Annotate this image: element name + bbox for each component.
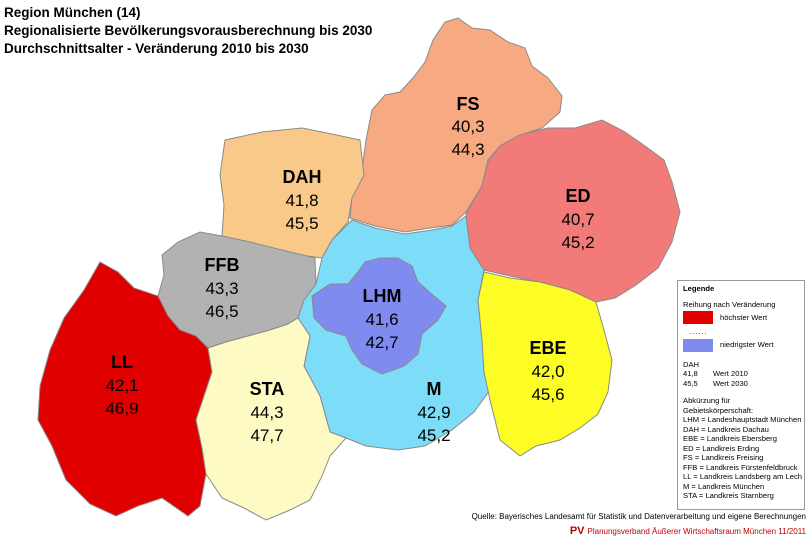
label-2030: 45,6 bbox=[531, 385, 564, 404]
legend-lowest-label: niedrigster Wert bbox=[720, 340, 774, 350]
legend-abbr-item: DAH = Landkreis Dachau bbox=[683, 424, 769, 434]
label-sta: STA 44,3 47,7 bbox=[250, 379, 285, 445]
legend-highest-label: höchster Wert bbox=[720, 312, 768, 322]
legend-example-2030-label: Wert 2030 bbox=[713, 378, 748, 388]
label-code: FS bbox=[456, 94, 479, 114]
label-fs: FS 40,3 44,3 bbox=[451, 94, 484, 159]
legend-abbr-item: M = Landkreis München bbox=[683, 481, 765, 491]
label-2030: 42,7 bbox=[365, 333, 398, 352]
legend-abbr-item: FFB = Landkreis Fürstenfeldbruck bbox=[683, 462, 798, 472]
legend-highest-swatch bbox=[683, 311, 713, 324]
label-ebe: EBE 42,0 45,6 bbox=[529, 338, 566, 404]
legend-abbr-item: STA = Landkreis Starnberg bbox=[683, 491, 774, 500]
label-2010: 42,1 bbox=[105, 376, 138, 395]
label-code: LL bbox=[111, 352, 133, 372]
label-code: FFB bbox=[205, 255, 240, 275]
pv-logo: PV bbox=[569, 525, 585, 537]
legend-example-2010-label: Wert 2010 bbox=[713, 369, 748, 378]
label-2010: 44,3 bbox=[250, 403, 283, 422]
label-2030: 44,3 bbox=[451, 140, 484, 159]
legend-lowest-row: niedrigster Wert bbox=[683, 338, 799, 352]
label-2010: 41,6 bbox=[365, 310, 398, 329]
label-2030: 45,2 bbox=[417, 426, 450, 445]
legend-example-2010-value: 41,8 bbox=[683, 369, 698, 378]
label-ll: LL 42,1 46,9 bbox=[105, 352, 138, 418]
label-code: LHM bbox=[363, 286, 402, 306]
label-2010: 43,3 bbox=[205, 279, 238, 298]
district-ll[interactable] bbox=[37, 261, 213, 517]
legend-lowest-swatch bbox=[683, 338, 713, 352]
label-m: M 42,9 45,2 bbox=[417, 379, 450, 445]
legend-example-2030-value: 45,5 bbox=[683, 378, 698, 388]
label-2010: 42,9 bbox=[417, 403, 450, 422]
map-legend: Legende Reihung nach Veränderung höchste… bbox=[677, 280, 805, 510]
legend-dots: ...... bbox=[689, 327, 708, 336]
district-sta[interactable] bbox=[195, 317, 347, 521]
label-ed: ED 40,7 45,2 bbox=[561, 186, 594, 252]
label-2010: 40,3 bbox=[451, 117, 484, 136]
district-fs[interactable] bbox=[349, 17, 563, 233]
label-2030: 45,5 bbox=[285, 214, 318, 233]
legend-abbr-item: FS = Landkreis Freising bbox=[683, 453, 764, 462]
legend-example-code: DAH bbox=[683, 359, 700, 369]
legend-ranking-label: Reihung nach Veränderung bbox=[683, 299, 776, 309]
label-2030: 46,5 bbox=[205, 302, 238, 321]
label-code: ED bbox=[565, 186, 590, 206]
label-code: STA bbox=[250, 379, 285, 399]
label-code: M bbox=[427, 379, 442, 399]
label-2010: 40,7 bbox=[561, 210, 594, 229]
footer-text: Planungsverband Äußerer Wirtschaftsraum … bbox=[587, 527, 806, 536]
legend-abbr-list: LHM = Landeshauptstadt München DAH = Lan… bbox=[683, 415, 802, 501]
label-2030: 45,2 bbox=[561, 233, 594, 252]
footer: PV Planungsverband Äußerer Wirtschaftsrau… bbox=[570, 525, 806, 537]
legend-abbr-item: ED = Landkreis Erding bbox=[683, 443, 760, 453]
legend-abbr-item: LL = Landkreis Landsberg am Lech bbox=[683, 472, 802, 481]
map-header: Region München (14) Regionalisierte Bevö… bbox=[4, 4, 372, 58]
label-2030: 46,9 bbox=[105, 399, 138, 418]
district-lhm[interactable] bbox=[311, 257, 447, 375]
legend-abbr-item: EBE = Landkreis Ebersberg bbox=[683, 434, 777, 443]
legend-abbr-item: LHM = Landeshauptstadt München bbox=[683, 415, 802, 424]
source-note: Quelle: Bayerisches Landesamt für Statis… bbox=[471, 512, 806, 521]
legend-title: Legende bbox=[683, 284, 715, 293]
legend-example: DAH 41,8 Wert 2010 45,5 Wert 2030 bbox=[683, 360, 799, 389]
label-2010: 42,0 bbox=[531, 362, 564, 381]
map-subtitle: Regionalisierte Bevölkerungsvorausberech… bbox=[4, 23, 373, 38]
label-dah: DAH 41,8 45,5 bbox=[283, 167, 322, 233]
district-ebe[interactable] bbox=[477, 271, 613, 457]
label-code: DAH bbox=[283, 167, 322, 187]
legend-abbr-title: Abkürzung für Gebietskörperschaft: bbox=[683, 396, 754, 415]
map-subtitle-2: Durchschnittsalter - Veränderung 2010 bi… bbox=[4, 41, 309, 56]
label-lhm: LHM 41,6 42,7 bbox=[363, 286, 402, 352]
label-2010: 41,8 bbox=[285, 191, 318, 210]
label-2030: 47,7 bbox=[250, 426, 283, 445]
map-title: Region München (14) bbox=[4, 5, 141, 20]
label-code: EBE bbox=[529, 338, 566, 358]
legend-highest-row: höchster Wert bbox=[683, 311, 799, 324]
label-ffb: FFB 43,3 46,5 bbox=[205, 255, 240, 321]
